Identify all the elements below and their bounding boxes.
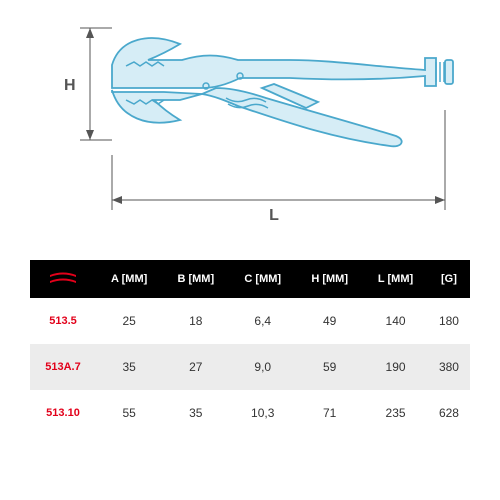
dim-label-h: H [64,77,76,94]
dim-label-l: L [269,207,279,224]
spec-table: A [MM] B [MM] C [MM] H [MM] L [MM] [G] 5… [30,260,470,436]
col-c: C [MM] [229,260,296,298]
cell: 235 [363,390,428,436]
col-b: B [MM] [162,260,229,298]
cell: 25 [96,298,162,344]
product-spec-sheet: H L [0,0,500,500]
cell: 59 [296,344,363,390]
cell-model: 513A.7 [30,344,96,390]
cell: 71 [296,390,363,436]
table-header-row: A [MM] B [MM] C [MM] H [MM] L [MM] [G] [30,260,470,298]
cell-model: 513.10 [30,390,96,436]
cell: 190 [363,344,428,390]
dimension-diagram: H L [0,0,500,260]
col-l: L [MM] [363,260,428,298]
cell: 380 [428,344,470,390]
cell: 55 [96,390,162,436]
col-h: H [MM] [296,260,363,298]
cell: 140 [363,298,428,344]
cell: 10,3 [229,390,296,436]
cell: 27 [162,344,229,390]
table-row: 513.5 25 18 6,4 49 140 180 [30,298,470,344]
cell: 628 [428,390,470,436]
cell: 49 [296,298,363,344]
cell: 35 [96,344,162,390]
col-a: A [MM] [96,260,162,298]
cell: 18 [162,298,229,344]
cell: 35 [162,390,229,436]
brand-icon-header [30,260,96,298]
cell-model: 513.5 [30,298,96,344]
table-row: 513A.7 35 27 9,0 59 190 380 [30,344,470,390]
brand-icon [34,272,92,286]
col-g: [G] [428,260,470,298]
table-row: 513.10 55 35 10,3 71 235 628 [30,390,470,436]
cell: 180 [428,298,470,344]
plier-illustration [112,38,453,146]
cell: 6,4 [229,298,296,344]
cell: 9,0 [229,344,296,390]
